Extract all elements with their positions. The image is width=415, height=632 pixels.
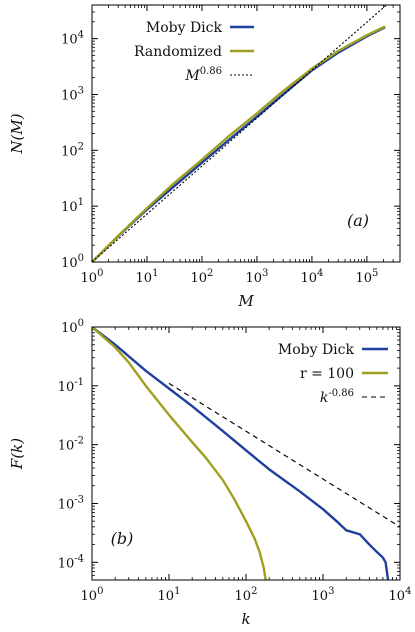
legend: Moby Dick r = 100 k-0.86 <box>278 342 388 406</box>
panel-label: (b) <box>111 529 134 548</box>
x-tick-label: 102 <box>235 586 258 604</box>
y-axis-label: F(k) <box>8 438 26 470</box>
y-tick-label: 101 <box>61 197 84 215</box>
x-tick-label: 102 <box>190 268 213 286</box>
legend-label: M0.86 <box>184 66 222 84</box>
legend: Moby Dick Randomized M0.86 <box>134 20 254 84</box>
legend-label: k-0.86 <box>320 388 354 406</box>
x-tick-label: 103 <box>312 586 335 604</box>
y-tick-label: 100 <box>61 318 84 336</box>
x-tick-label: 105 <box>355 268 378 286</box>
chart-panel-a: 100 101 102 103 104 105 100 101 102 103 104 M N(M) (a… <box>8 4 401 310</box>
x-tick-label: 100 <box>81 268 104 286</box>
y-tick-label: 100 <box>61 253 84 271</box>
x-tick-label: 104 <box>300 268 323 286</box>
y-tick-label: 103 <box>61 85 84 103</box>
x-tick-label: 101 <box>158 586 181 604</box>
y-tick-label: 10-3 <box>58 494 84 512</box>
y-tick-label: 102 <box>61 141 84 159</box>
legend-label: Moby Dick <box>146 20 223 36</box>
y-tick-label: 10-2 <box>58 436 84 454</box>
x-tick-label: 100 <box>81 586 104 604</box>
legend-label: Randomized <box>134 44 222 60</box>
panel-label: (a) <box>347 211 369 230</box>
y-axis-label: N(M) <box>8 113 26 154</box>
legend-label: Moby Dick <box>278 342 355 358</box>
series-line-2 <box>168 382 400 528</box>
series-line-1 <box>92 327 267 580</box>
series-line-2 <box>92 5 388 262</box>
chart-panel-b: 100 101 102 103 104 100 10-1 10-2 10-3 10-4 k F(k) (… <box>8 318 411 628</box>
x-tick-label: 103 <box>245 268 268 286</box>
x-tick-label: 101 <box>136 268 159 286</box>
series-line-1 <box>92 25 386 262</box>
y-tick-label: 104 <box>61 30 84 48</box>
plot-area <box>92 5 388 262</box>
x-tick-label: 104 <box>389 586 412 604</box>
plot-frame <box>91 326 401 581</box>
legend-label: r = 100 <box>300 366 354 382</box>
x-axis-label: M <box>237 292 254 310</box>
series-line-0 <box>92 327 390 580</box>
series-line-0 <box>92 26 386 262</box>
plot-area <box>92 327 400 580</box>
x-axis-label: k <box>241 610 250 628</box>
y-tick-label: 10-1 <box>58 377 84 395</box>
y-tick-label: 10-4 <box>58 553 84 571</box>
plot-frame <box>91 4 401 263</box>
